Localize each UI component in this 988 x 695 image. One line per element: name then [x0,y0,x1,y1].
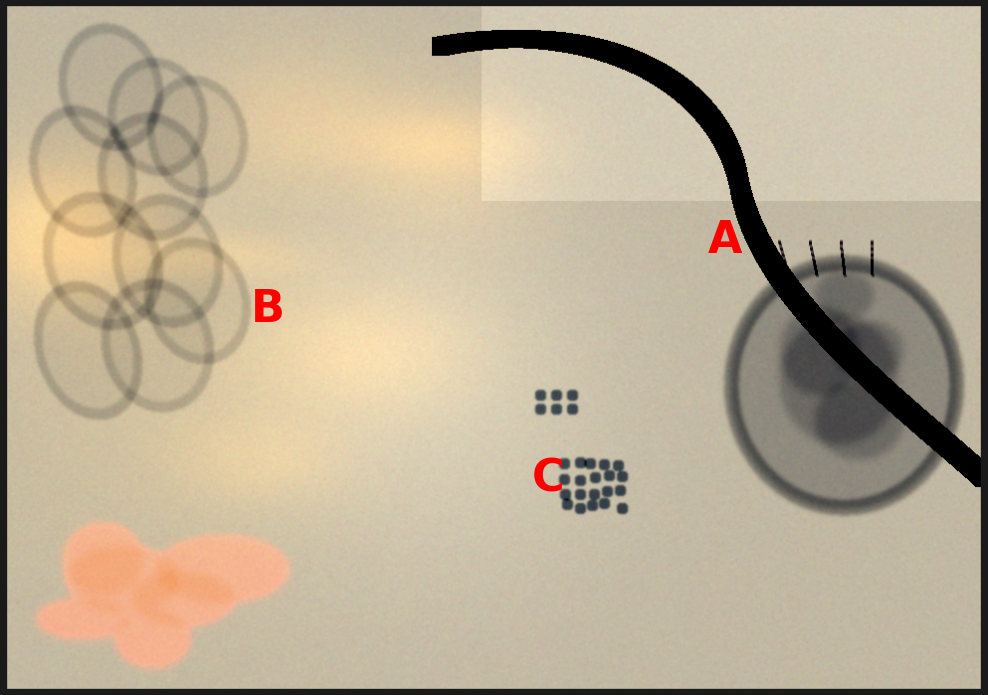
Text: B: B [251,288,286,331]
Text: A: A [707,219,742,262]
Text: C: C [532,457,564,500]
